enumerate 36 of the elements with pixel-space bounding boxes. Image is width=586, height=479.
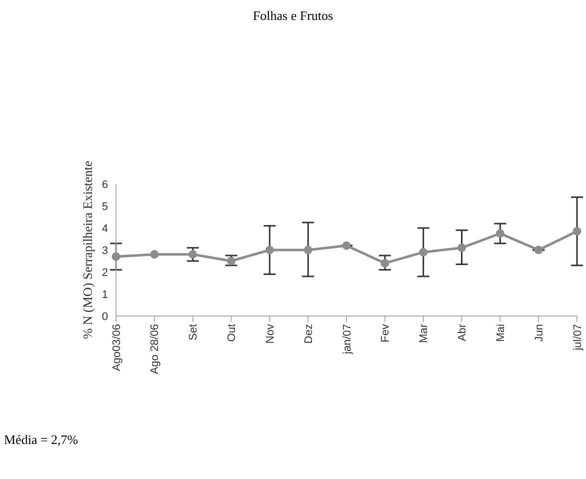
x-tick-label: jan/07 [341,324,354,355]
x-tick-label: Ago 28/06 [149,324,162,374]
point [112,252,120,261]
y-axis-title: % N (MO) Serrapilheira Existente [80,160,96,340]
x-tick-label: Nov [264,324,276,344]
point [572,227,582,236]
point [265,246,274,254]
x-tick-label: Set [188,324,200,341]
x-tick-label: Dez [302,324,315,344]
y-tick-label: 5 [102,200,108,213]
x-tick-label: Out [226,324,238,342]
y-tick-label: 3 [102,244,108,257]
point [304,246,312,254]
y-tick-label: 1 [102,288,108,301]
x-tick-label: Jun [533,324,546,342]
point [188,250,198,259]
text: Média = 2,7% [4,432,78,448]
x-tick-label: Fev [380,324,392,342]
x-tick-label: jul/07 [572,324,584,352]
point [380,258,390,268]
x-tick-label: Mai [494,324,507,342]
point [342,241,351,250]
point [150,250,159,259]
y-tick-label: 4 [102,222,108,235]
point [458,244,466,252]
point [227,256,236,266]
x-tick-label: Mar [418,324,430,343]
point [419,248,428,256]
x-tick-label: Ago03/06 [110,324,123,372]
y-tick-label: 6 [102,178,108,191]
point [534,246,543,254]
y-tick-label: 0 [102,310,108,323]
y-tick-label: 2 [102,266,108,279]
point [496,229,504,238]
chart-title: Folhas e Frutos [252,8,334,24]
x-tick-label: Abr [456,324,469,342]
